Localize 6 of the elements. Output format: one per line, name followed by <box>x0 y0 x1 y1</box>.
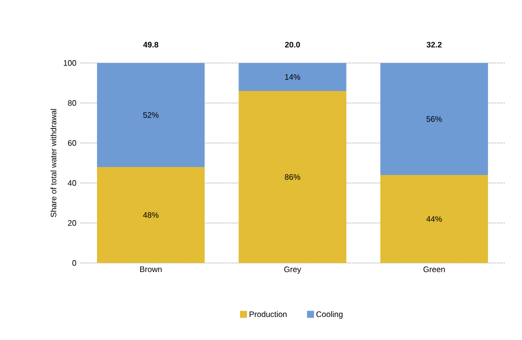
bar <box>380 63 488 175</box>
bar <box>238 91 346 263</box>
bar <box>380 175 488 263</box>
bar <box>97 167 205 263</box>
bar <box>97 63 205 167</box>
bar <box>238 63 346 91</box>
